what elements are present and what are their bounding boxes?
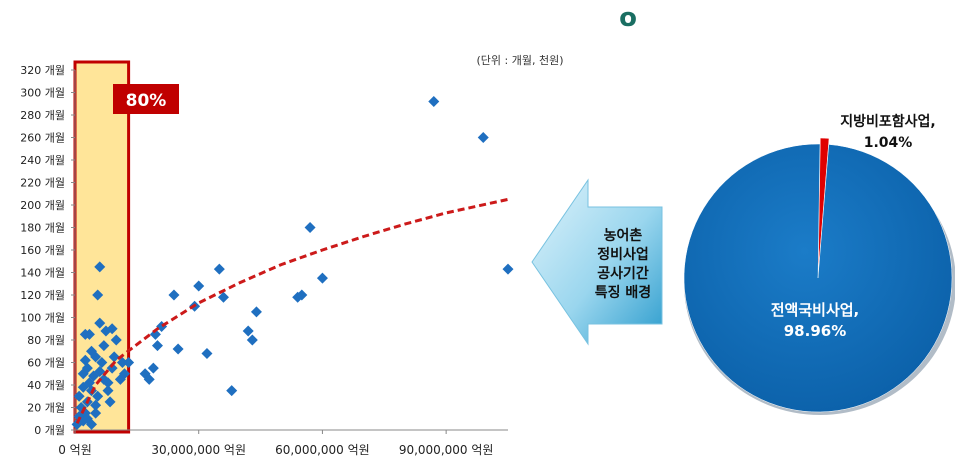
unit-note: (단위 : 개월, 천원) — [477, 53, 564, 67]
scatter-point — [90, 399, 102, 411]
scatter-point — [79, 328, 91, 340]
y-tick-label: 320 개월 — [20, 64, 65, 77]
scatter-point — [108, 351, 120, 363]
scatter-point — [98, 373, 110, 385]
scatter-point — [217, 291, 229, 303]
scatter-point — [96, 357, 108, 368]
scatter-point — [502, 263, 514, 275]
scatter-point — [168, 289, 180, 301]
scatter-point — [147, 362, 159, 374]
scatter-point — [151, 340, 163, 352]
scatter-point — [92, 390, 104, 402]
x-tick-label: 90,000,000 억원 — [399, 443, 494, 457]
scatter-point — [123, 357, 135, 368]
scatter-point — [90, 407, 102, 419]
scatter-point — [242, 325, 254, 337]
scatter-point — [73, 390, 85, 402]
left-arrow-shape — [531, 178, 663, 346]
y-tick-label: 220 개월 — [20, 177, 65, 190]
y-tick-label: 40 개월 — [27, 379, 65, 392]
x-tick-label: 30,000,000 억원 — [151, 443, 246, 457]
arrow-text-line-1: 농어촌 — [604, 227, 643, 244]
scatter-point — [316, 272, 328, 284]
arrow-text-line-3: 공사기간 — [597, 265, 649, 282]
y-tick-label: 160 개월 — [20, 244, 65, 257]
x-tick-label: 60,000,000 억원 — [275, 443, 370, 457]
highlight-badge-box — [113, 84, 179, 114]
scatter-point — [143, 373, 155, 385]
x-tick-label: 0 억원 — [58, 443, 92, 457]
pie-slice-main — [683, 143, 953, 413]
scatter-point — [201, 348, 213, 359]
trend-line — [75, 197, 509, 424]
scatter-point — [428, 96, 440, 107]
highlight-badge-label: 80% — [126, 91, 167, 111]
scatter-point — [296, 289, 308, 301]
scatter-point — [226, 385, 238, 397]
scatter-point — [94, 261, 106, 273]
scatter-point — [94, 366, 106, 377]
scatter-point — [118, 368, 130, 380]
scatter-point — [102, 385, 114, 397]
y-tick-label: 120 개월 — [20, 289, 65, 302]
scatter-point — [90, 351, 102, 363]
y-tick-label: 140 개월 — [20, 267, 65, 280]
header-circle-icon: o — [619, 3, 637, 33]
y-tick-label: 280 개월 — [20, 109, 65, 122]
y-tick-label: 80 개월 — [27, 334, 65, 347]
scatter-point — [104, 396, 116, 408]
y-tick-label: 240 개월 — [20, 154, 65, 167]
arrow-text-line-4: 특징 배경 — [595, 284, 651, 301]
scatter-point — [94, 317, 106, 329]
scatter-point — [79, 354, 91, 366]
scatter-point — [85, 418, 97, 430]
y-tick-label: 60 개월 — [27, 357, 65, 370]
pie-label-small-value: 1.04% — [864, 135, 913, 151]
y-tick-label: 260 개월 — [20, 132, 65, 145]
scatter-point — [116, 357, 128, 368]
scatter-point — [246, 334, 258, 346]
scatter-point — [77, 368, 89, 380]
scatter-chart: 80% 0 개월 20 개월 40 개월 60 개월 80 개월 100 개월 120 개월… — [20, 60, 514, 457]
scatter-point — [92, 289, 104, 301]
y-axis: 0 개월 20 개월 40 개월 60 개월 80 개월 100 개월 120 개월 140 … — [20, 64, 76, 437]
y-tick-label: 100 개월 — [20, 312, 65, 325]
y-tick-label: 200 개월 — [20, 199, 65, 212]
y-tick-label: 20 개월 — [27, 402, 65, 415]
pie-chart: 전액국비사업, 98.96% 지방비포함사업, 1.04% — [683, 113, 955, 415]
scatter-point — [106, 362, 118, 374]
y-tick-label: 300 개월 — [20, 87, 65, 100]
pie-label-main-value: 98.96% — [784, 322, 846, 340]
highlight-badge: 80% — [113, 84, 179, 114]
arrow-text-line-2: 정비사업 — [597, 246, 649, 263]
x-axis: 0 억원 30,000,000 억원 60,000,000 억원 90,000,000… — [58, 429, 508, 457]
pie-label-main-name: 전액국비사업, — [771, 301, 860, 319]
y-tick-label: 180 개월 — [20, 222, 65, 235]
scatter-point — [213, 263, 225, 275]
scatter-points — [71, 96, 514, 430]
y-tick-label: 0 개월 — [34, 424, 65, 437]
scatter-point — [193, 280, 205, 292]
scatter-point — [98, 340, 110, 352]
scatter-point — [304, 222, 316, 233]
scatter-point — [477, 132, 489, 143]
scatter-point — [250, 306, 262, 318]
scatter-point — [172, 343, 184, 355]
scatter-point — [110, 334, 122, 346]
scatter-point — [106, 323, 118, 335]
pie-label-small-name: 지방비포함사업, — [840, 113, 935, 130]
